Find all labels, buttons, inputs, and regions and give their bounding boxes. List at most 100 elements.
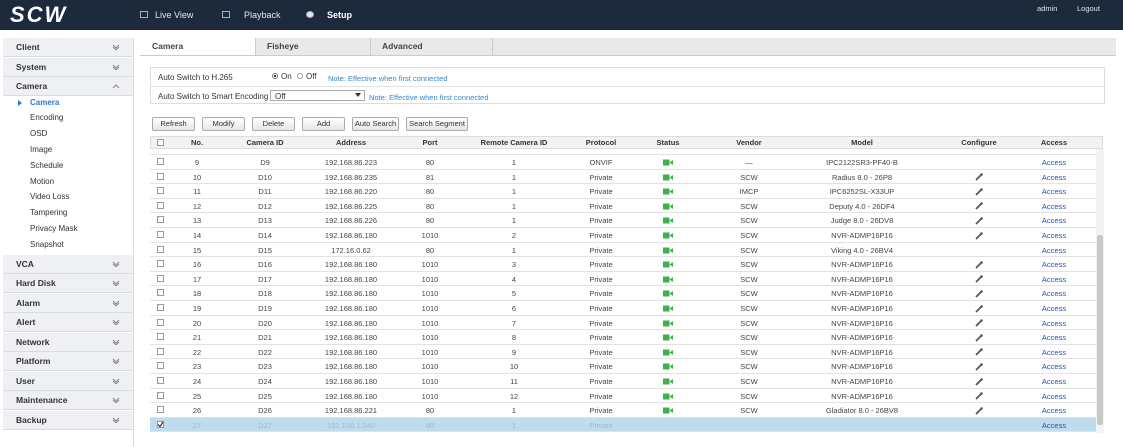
configure-icon[interactable] xyxy=(975,407,983,415)
configure-icon[interactable] xyxy=(975,378,983,386)
nav-link[interactable]: Setup xyxy=(327,10,352,20)
configure-icon[interactable] xyxy=(975,363,983,371)
table-row[interactable] xyxy=(150,301,1096,316)
nav-link[interactable]: Live View xyxy=(155,10,193,20)
configure-icon[interactable] xyxy=(975,290,983,298)
table-row[interactable] xyxy=(150,316,1096,331)
button[interactable]: Add xyxy=(302,117,345,131)
configure-icon[interactable] xyxy=(975,348,983,356)
access-link[interactable]: Access xyxy=(1042,216,1066,225)
table-row[interactable] xyxy=(150,170,1096,185)
table-row[interactable] xyxy=(150,359,1096,374)
table-row[interactable] xyxy=(150,272,1096,287)
table-row[interactable] xyxy=(150,286,1096,301)
menu-item[interactable]: Schedule xyxy=(30,161,63,170)
access-link[interactable]: Access xyxy=(1042,304,1066,313)
access-link[interactable]: Access xyxy=(1042,260,1066,269)
table-row[interactable] xyxy=(150,330,1096,345)
table-row[interactable] xyxy=(150,155,1096,170)
scrollbar-thumb[interactable] xyxy=(1097,235,1103,425)
menu-item[interactable]: Camera xyxy=(30,98,59,107)
checkbox[interactable] xyxy=(157,362,164,369)
button[interactable]: Delete xyxy=(252,117,295,131)
access-link[interactable]: Access xyxy=(1042,348,1066,357)
configure-icon[interactable] xyxy=(975,261,983,269)
configure-icon[interactable] xyxy=(975,173,983,181)
logout-link[interactable]: Logout xyxy=(1077,4,1100,13)
checkbox[interactable] xyxy=(157,173,164,180)
tab[interactable]: Advanced xyxy=(370,38,493,55)
access-link[interactable]: Access xyxy=(1042,333,1066,342)
access-link[interactable]: Access xyxy=(1042,187,1066,196)
checkbox[interactable] xyxy=(157,289,164,296)
access-link[interactable]: Access xyxy=(1042,377,1066,386)
table-row[interactable] xyxy=(150,184,1096,199)
menu-item[interactable]: Image xyxy=(30,145,52,154)
access-link[interactable]: Access xyxy=(1042,275,1066,284)
checkbox[interactable] xyxy=(157,406,164,413)
menu-item[interactable]: Video Loss xyxy=(30,192,69,201)
table-row[interactable] xyxy=(150,389,1096,404)
button[interactable]: Auto Search xyxy=(352,117,399,131)
button[interactable]: Refresh xyxy=(152,117,195,131)
access-link[interactable]: Access xyxy=(1042,421,1066,430)
checkbox[interactable] xyxy=(157,304,164,311)
checkbox[interactable] xyxy=(157,392,164,399)
checkbox[interactable] xyxy=(157,216,164,223)
checkbox[interactable] xyxy=(157,139,164,146)
table-row[interactable] xyxy=(150,418,1096,433)
checkbox[interactable] xyxy=(157,421,164,428)
configure-icon[interactable] xyxy=(975,305,983,313)
tab[interactable]: Camera xyxy=(140,38,256,55)
access-link[interactable]: Access xyxy=(1042,173,1066,182)
configure-icon[interactable] xyxy=(975,202,983,210)
checkbox[interactable] xyxy=(157,319,164,326)
access-link[interactable]: Access xyxy=(1042,158,1066,167)
table-row[interactable] xyxy=(150,345,1096,360)
nav-link[interactable]: Playback xyxy=(244,10,281,20)
checkbox[interactable] xyxy=(157,231,164,238)
menu-item[interactable]: Encoding xyxy=(30,113,63,122)
table-row[interactable] xyxy=(150,374,1096,389)
checkbox[interactable] xyxy=(157,260,164,267)
checkbox[interactable] xyxy=(157,202,164,209)
table-row[interactable] xyxy=(150,199,1096,214)
configure-icon[interactable] xyxy=(975,188,983,196)
configure-icon[interactable] xyxy=(975,217,983,225)
configure-icon[interactable] xyxy=(975,275,983,283)
access-link[interactable]: Access xyxy=(1042,246,1066,255)
menu-item[interactable]: OSD xyxy=(30,129,47,138)
access-link[interactable]: Access xyxy=(1042,289,1066,298)
checkbox[interactable] xyxy=(157,275,164,282)
checkbox[interactable] xyxy=(157,158,164,165)
access-link[interactable]: Access xyxy=(1042,319,1066,328)
checkbox[interactable] xyxy=(157,333,164,340)
access-link[interactable]: Access xyxy=(1042,392,1066,401)
table-row[interactable] xyxy=(150,213,1096,228)
menu-item[interactable]: Snapshot xyxy=(30,240,64,249)
select[interactable]: Off xyxy=(270,90,365,101)
checkbox[interactable] xyxy=(157,348,164,355)
table-row[interactable] xyxy=(150,243,1096,258)
radio[interactable] xyxy=(297,73,303,79)
checkbox[interactable] xyxy=(157,246,164,253)
table-row[interactable] xyxy=(150,403,1096,418)
configure-icon[interactable] xyxy=(975,334,983,342)
access-link[interactable]: Access xyxy=(1042,231,1066,240)
button[interactable]: Search Segment xyxy=(406,117,468,131)
menu-item[interactable]: Privacy Mask xyxy=(30,224,78,233)
table-row[interactable] xyxy=(150,228,1096,243)
configure-icon[interactable] xyxy=(975,232,983,240)
menu-item[interactable]: Tampering xyxy=(30,208,67,217)
button[interactable]: Modify xyxy=(202,117,245,131)
configure-icon[interactable] xyxy=(975,319,983,327)
access-link[interactable]: Access xyxy=(1042,362,1066,371)
scrollbar[interactable] xyxy=(1096,149,1104,433)
checkbox[interactable] xyxy=(157,187,164,194)
radio[interactable] xyxy=(272,73,278,79)
configure-icon[interactable] xyxy=(975,392,983,400)
access-link[interactable]: Access xyxy=(1042,202,1066,211)
checkbox[interactable] xyxy=(157,377,164,384)
access-link[interactable]: Access xyxy=(1042,406,1066,415)
table-row[interactable] xyxy=(150,257,1096,272)
